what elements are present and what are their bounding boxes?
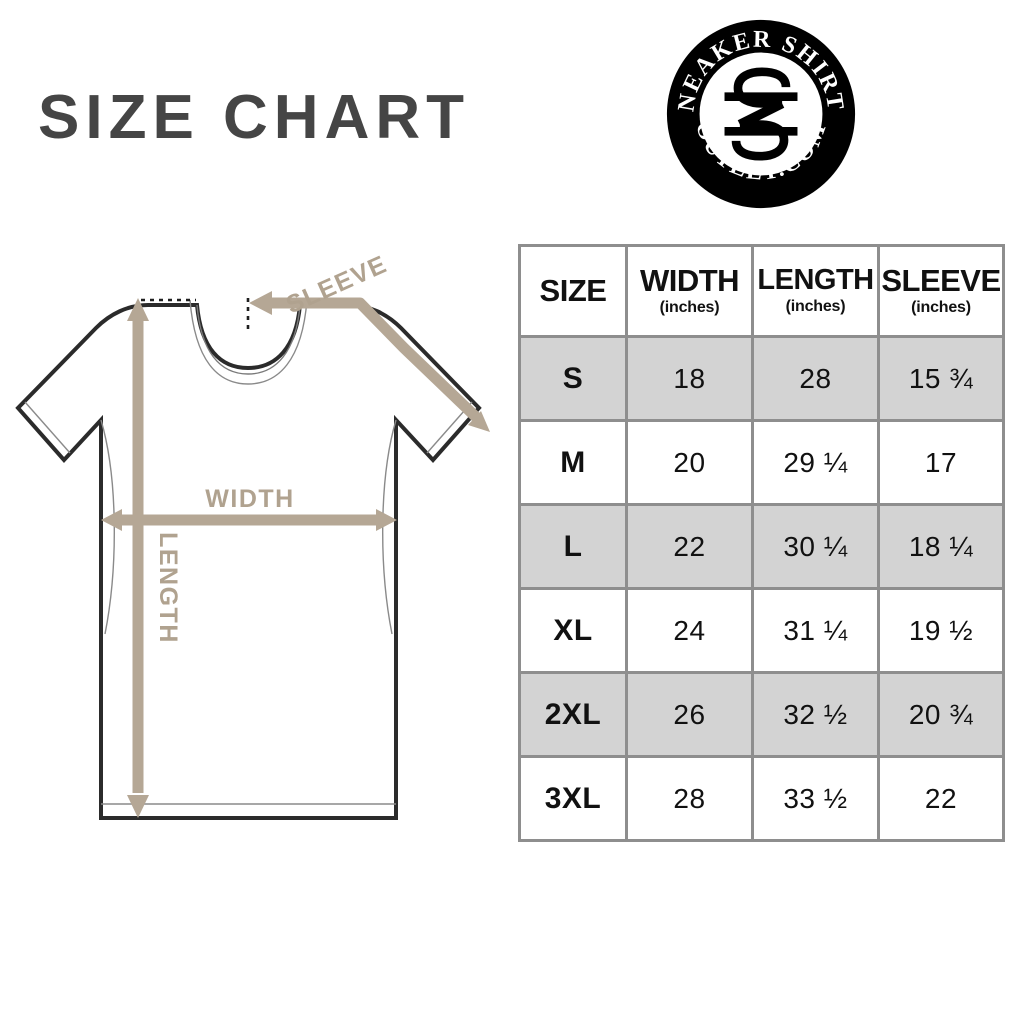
table-body: S 18 28 15 ¾ M 20 29 ¼ 17 L 22 30 ¼ 18 ¼… [518,335,1005,842]
cell-sleeve: 19 ½ [877,587,1005,674]
cell-sleeve: 22 [877,755,1005,842]
table-row: S 18 28 15 ¾ [518,335,1005,422]
cell-width: 20 [625,419,754,506]
cell-sleeve: 20 ¾ [877,671,1005,758]
sleeve-arrow [249,291,490,432]
width-arrow-head-right [376,509,397,531]
cell-width: 28 [625,755,754,842]
collar-inner-line [196,304,301,375]
column-header-sleeve: SLEEVE (inches) [877,244,1005,338]
column-header-width-label: WIDTH [639,263,740,299]
length-arrow-head-top [127,298,149,321]
size-chart-table: SIZE WIDTH (inches) LENGTH (inches) SLEE… [518,244,1005,842]
width-arrow [101,509,397,531]
cell-width: 18 [625,335,754,422]
cell-size: M [518,419,628,506]
measurement-arrows [101,291,490,818]
length-arrow [127,298,149,818]
width-arrow-head-left [101,509,122,531]
sleeve-arrow-head-left [249,291,272,315]
cell-width: 26 [625,671,754,758]
tshirt-measurement-diagram: SLEEVE WIDTH LENGTH [0,248,510,838]
table-row: M 20 29 ¼ 17 [518,419,1005,506]
cell-size: L [518,503,628,590]
cell-length: 33 ½ [751,755,880,842]
cell-length: 32 ½ [751,671,880,758]
table-row: 2XL 26 32 ½ 20 ¾ [518,671,1005,758]
cell-length: 31 ¼ [751,587,880,674]
table-header: SIZE WIDTH (inches) LENGTH (inches) SLEE… [518,244,1005,338]
cell-length: 29 ¼ [751,419,880,506]
size-chart-table-container: SIZE WIDTH (inches) LENGTH (inches) SLEE… [518,244,1005,842]
logo-monogram [724,67,798,161]
table-row: L 22 30 ¼ 18 ¼ [518,503,1005,590]
table-row: 3XL 28 33 ½ 22 [518,755,1005,842]
cell-size: 3XL [518,755,628,842]
left-cuff-line [24,401,71,454]
tshirt-body-path [15,303,482,820]
page-title: SIZE CHART [38,83,470,152]
column-header-length-label: LENGTH [757,264,874,297]
column-header-sleeve-unit: (inches) [911,298,971,316]
table-header-row: SIZE WIDTH (inches) LENGTH (inches) SLEE… [518,244,1005,338]
column-header-length: LENGTH (inches) [751,244,880,338]
cell-size: XL [518,587,628,674]
cell-width: 22 [625,503,754,590]
column-header-width-unit: (inches) [659,298,720,316]
cell-width: 24 [625,587,754,674]
cell-size: 2XL [518,671,628,758]
cell-sleeve: 17 [877,419,1005,506]
cell-length: 30 ¼ [751,503,880,590]
column-header-size-label: SIZE [539,273,607,309]
width-label: WIDTH [205,485,294,513]
sneaker-shirts-outlet-logo: SNEAKER SHIRTS OUTLET.COM [657,0,857,210]
length-arrow-head-bottom [127,795,149,818]
column-header-sleeve-label: SLEEVE [881,263,1001,299]
tshirt-outline [15,299,482,820]
cell-sleeve: 18 ¼ [877,503,1005,590]
cell-sleeve: 15 ¾ [877,335,1005,422]
table-row: XL 24 31 ¼ 19 ½ [518,587,1005,674]
column-header-size: SIZE [518,244,628,338]
cell-length: 28 [751,335,880,422]
column-header-length-unit: (inches) [785,297,846,315]
collar-outer-line [189,299,308,385]
sleeve-arrow-head-right [468,411,490,432]
cell-size: S [518,335,628,422]
column-header-width: WIDTH (inches) [625,244,754,338]
length-label: LENGTH [154,532,182,644]
